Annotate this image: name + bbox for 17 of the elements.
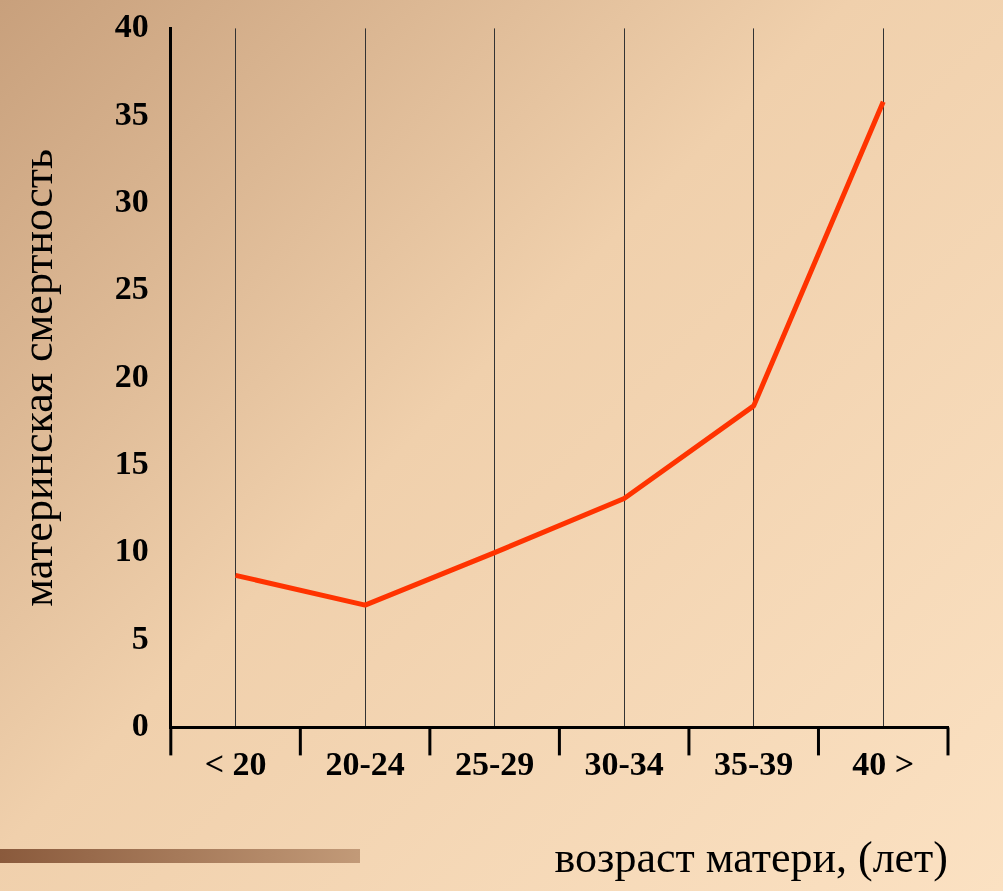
x-tick-label: 30-34 [584,744,664,782]
y-tick-label: 25 [114,269,149,307]
y-tick-label: 30 [114,181,149,219]
x-axis-title: возраст матери, (лет) [554,833,948,883]
y-tick-label: 5 [131,618,149,656]
y-tick-label: 15 [114,444,149,482]
x-tick-label: 25-29 [454,744,535,782]
y-tick-label: 20 [114,356,149,394]
y-axis-title: материнская смертность [12,148,62,607]
y-tick-label: 0 [131,706,149,744]
x-tick-label: 40 > [852,744,915,782]
y-tick-label: 35 [114,94,149,132]
x-tick-label: 20-24 [325,744,405,782]
y-tick-label: 10 [114,531,149,569]
x-tick-label: 35-39 [714,744,794,782]
x-tick-label: < 20 [204,744,267,782]
y-tick-label: 40 [114,7,149,45]
